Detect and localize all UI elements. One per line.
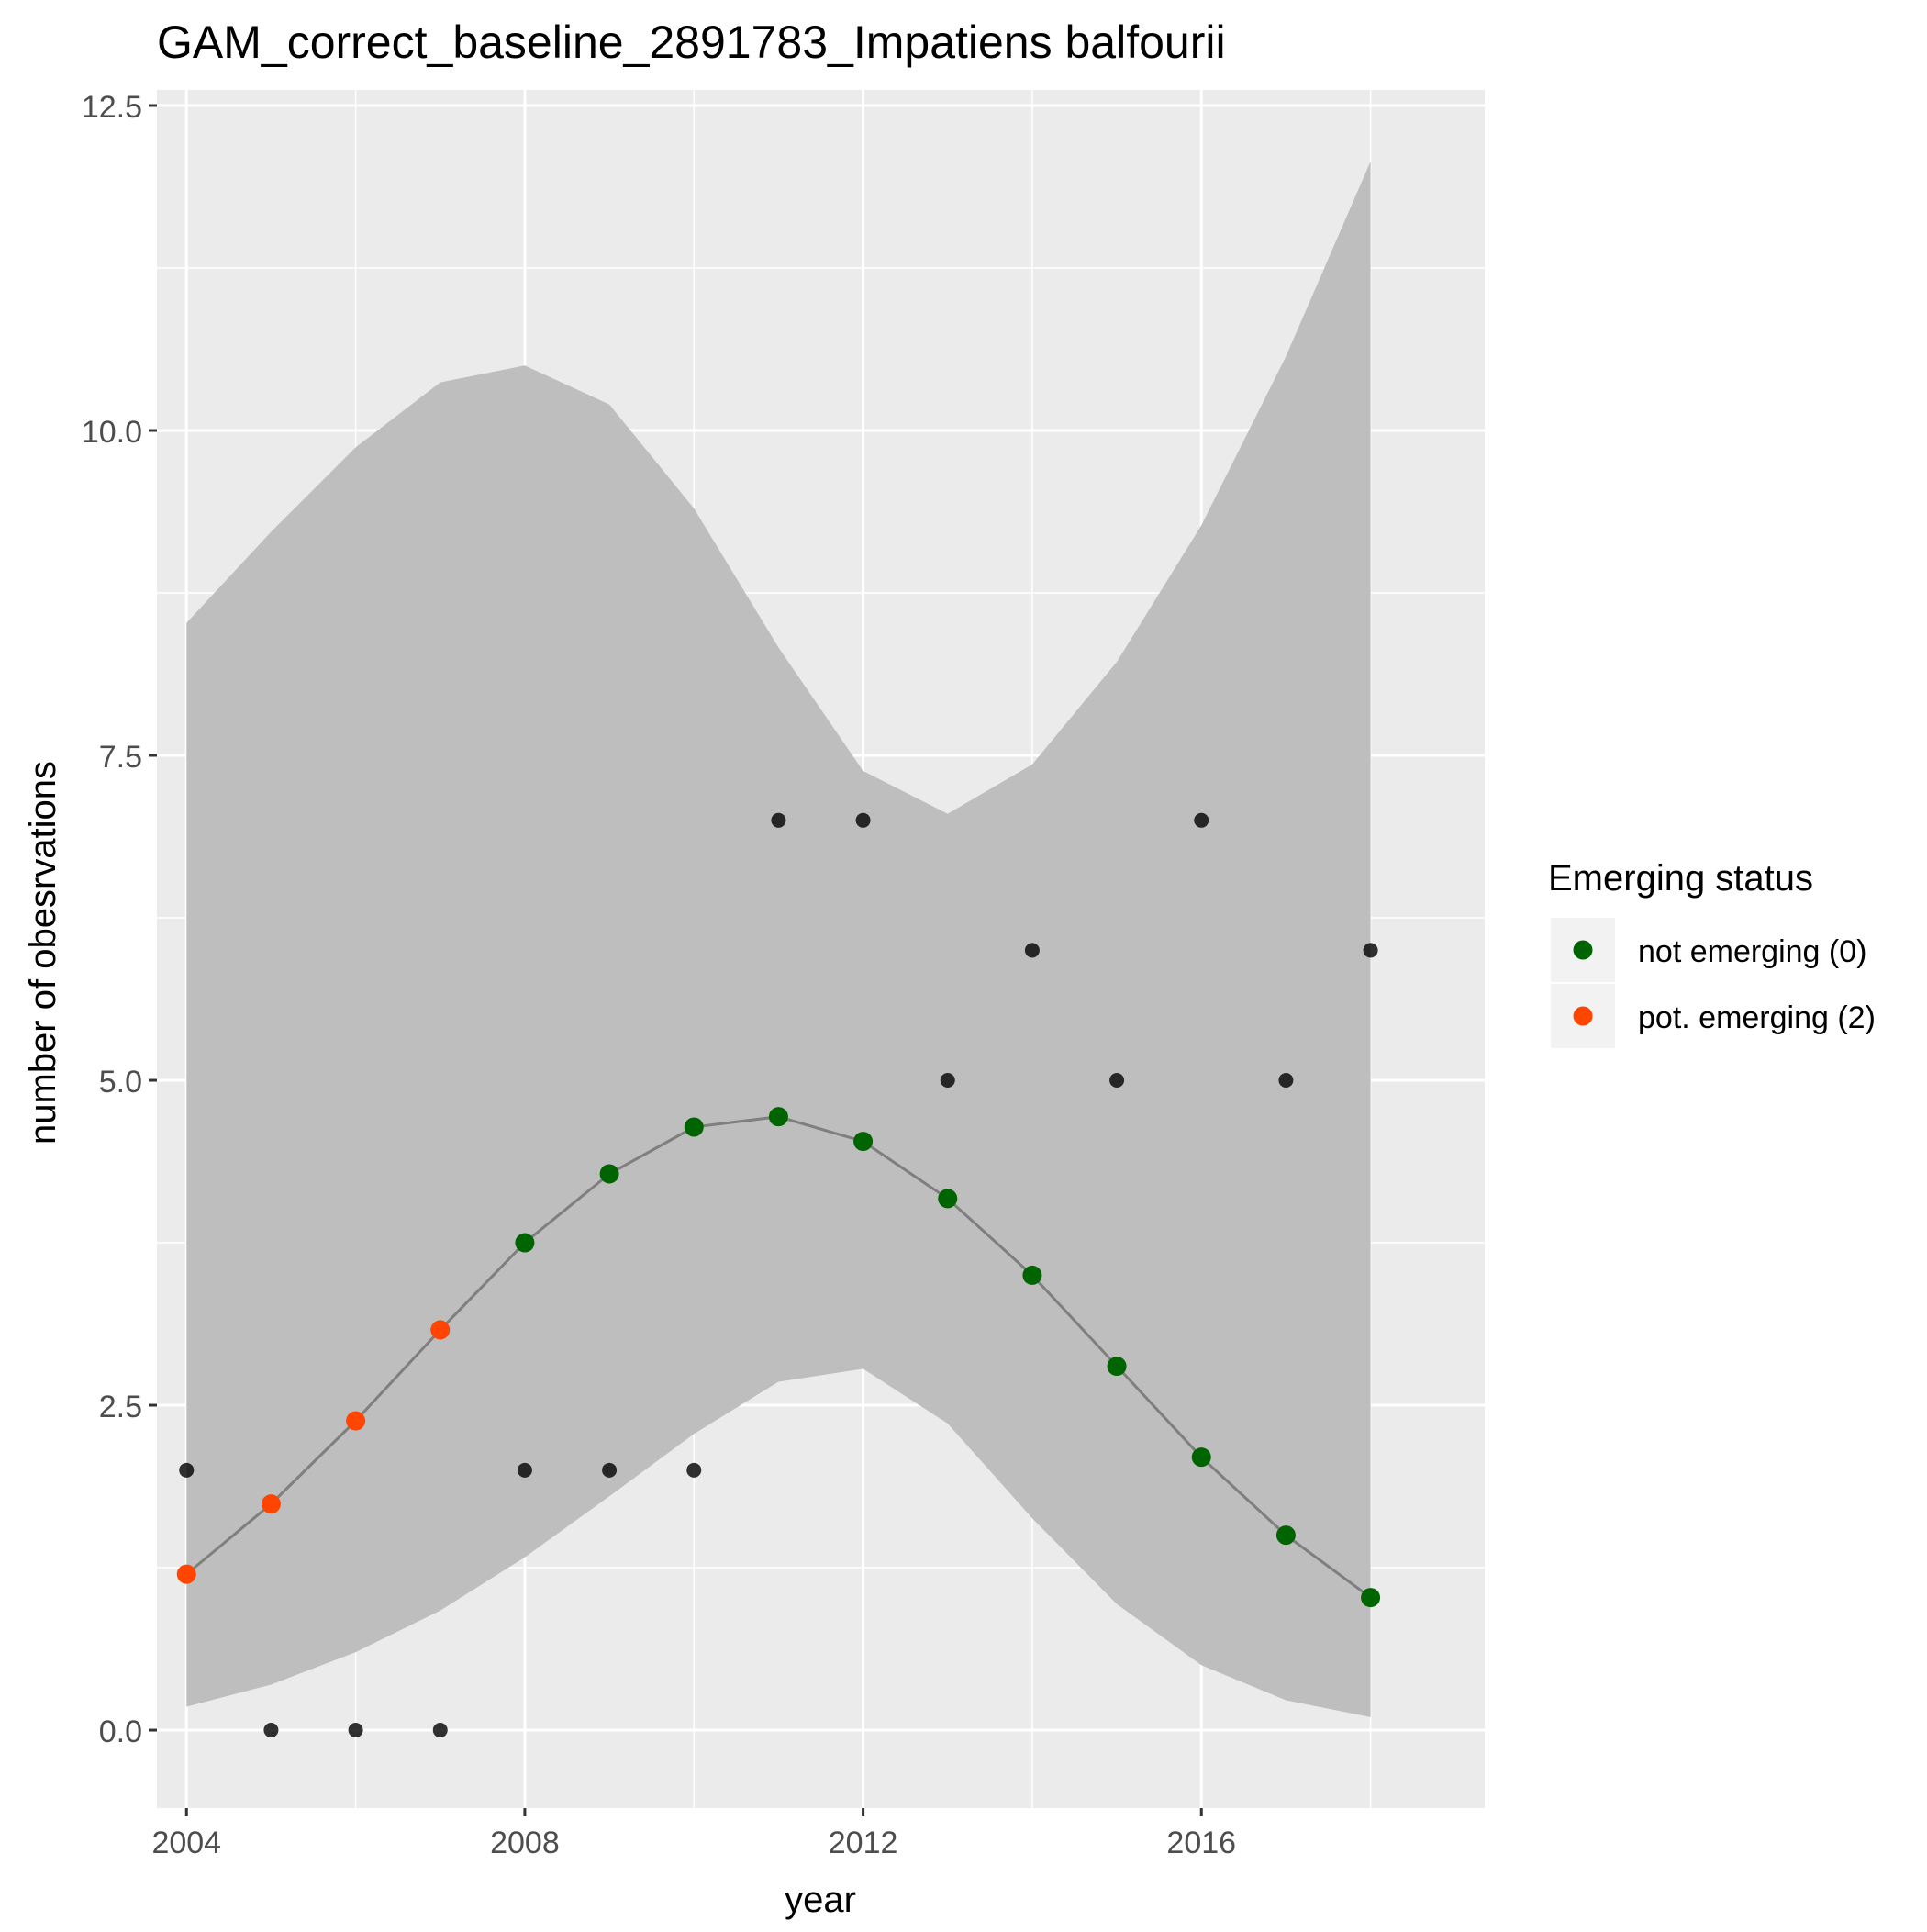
x-tick-label: 2008: [490, 1826, 560, 1860]
y-axis-label: number of obesrvations: [23, 761, 63, 1145]
legend: Emerging status not emerging (0) pot. eme…: [1548, 858, 1876, 1048]
fit-point: [515, 1233, 535, 1253]
observed-point: [1278, 1073, 1294, 1089]
fit-point: [176, 1564, 196, 1584]
observed-point: [1363, 943, 1378, 958]
observed-point: [1109, 1073, 1125, 1089]
legend-marker: [1573, 940, 1593, 960]
observed-point: [432, 1723, 448, 1738]
observed-point: [940, 1073, 955, 1089]
y-axis-ticks: 0.0 2.5 5.0 7.5 10.0 12.5: [82, 90, 157, 1749]
confidence-ribbon: [186, 161, 1371, 1717]
observed-point: [602, 1462, 618, 1478]
observed-point: [263, 1723, 279, 1738]
observed-point: [517, 1462, 532, 1478]
y-tick-label: 12.5: [82, 90, 142, 125]
x-tick-label: 2012: [829, 1826, 898, 1860]
fit-point: [938, 1189, 958, 1209]
fit-point: [1022, 1265, 1042, 1285]
legend-label: pot. emerging (2): [1638, 1000, 1876, 1035]
legend-label: not emerging (0): [1638, 934, 1866, 969]
observed-point: [179, 1462, 195, 1478]
y-tick-label: 2.5: [99, 1390, 142, 1424]
observed-point: [855, 812, 871, 828]
fit-point: [599, 1164, 619, 1184]
fit-point: [768, 1107, 788, 1127]
x-axis-ticks: 2004 2008 2012 2016: [151, 1808, 1236, 1860]
fit-point: [684, 1117, 704, 1137]
observed-point: [771, 812, 786, 828]
fit-point: [1191, 1447, 1211, 1468]
y-tick-label: 0.0: [99, 1714, 142, 1749]
observed-point: [1024, 943, 1040, 958]
chart-title: GAM_correct_baseline_2891783_Impatiens b…: [157, 17, 1226, 68]
y-tick-label: 5.0: [99, 1065, 142, 1100]
fit-point: [1107, 1357, 1127, 1377]
fit-point: [261, 1494, 281, 1514]
observed-point: [1194, 812, 1209, 828]
observed-point: [686, 1462, 702, 1478]
fit-point: [853, 1132, 874, 1152]
fit-point: [1361, 1588, 1381, 1608]
observed-point: [348, 1723, 363, 1738]
x-tick-label: 2016: [1166, 1826, 1236, 1860]
legend-title: Emerging status: [1548, 858, 1813, 899]
fit-point: [430, 1320, 451, 1340]
x-tick-label: 2004: [151, 1826, 221, 1860]
plot-panel: [157, 90, 1485, 1808]
fit-point: [1275, 1525, 1296, 1546]
y-tick-label: 10.0: [82, 415, 142, 450]
fit-point: [346, 1411, 366, 1431]
y-tick-label: 7.5: [99, 740, 142, 775]
legend-marker: [1573, 1006, 1593, 1026]
x-axis-label: year: [785, 1880, 856, 1920]
